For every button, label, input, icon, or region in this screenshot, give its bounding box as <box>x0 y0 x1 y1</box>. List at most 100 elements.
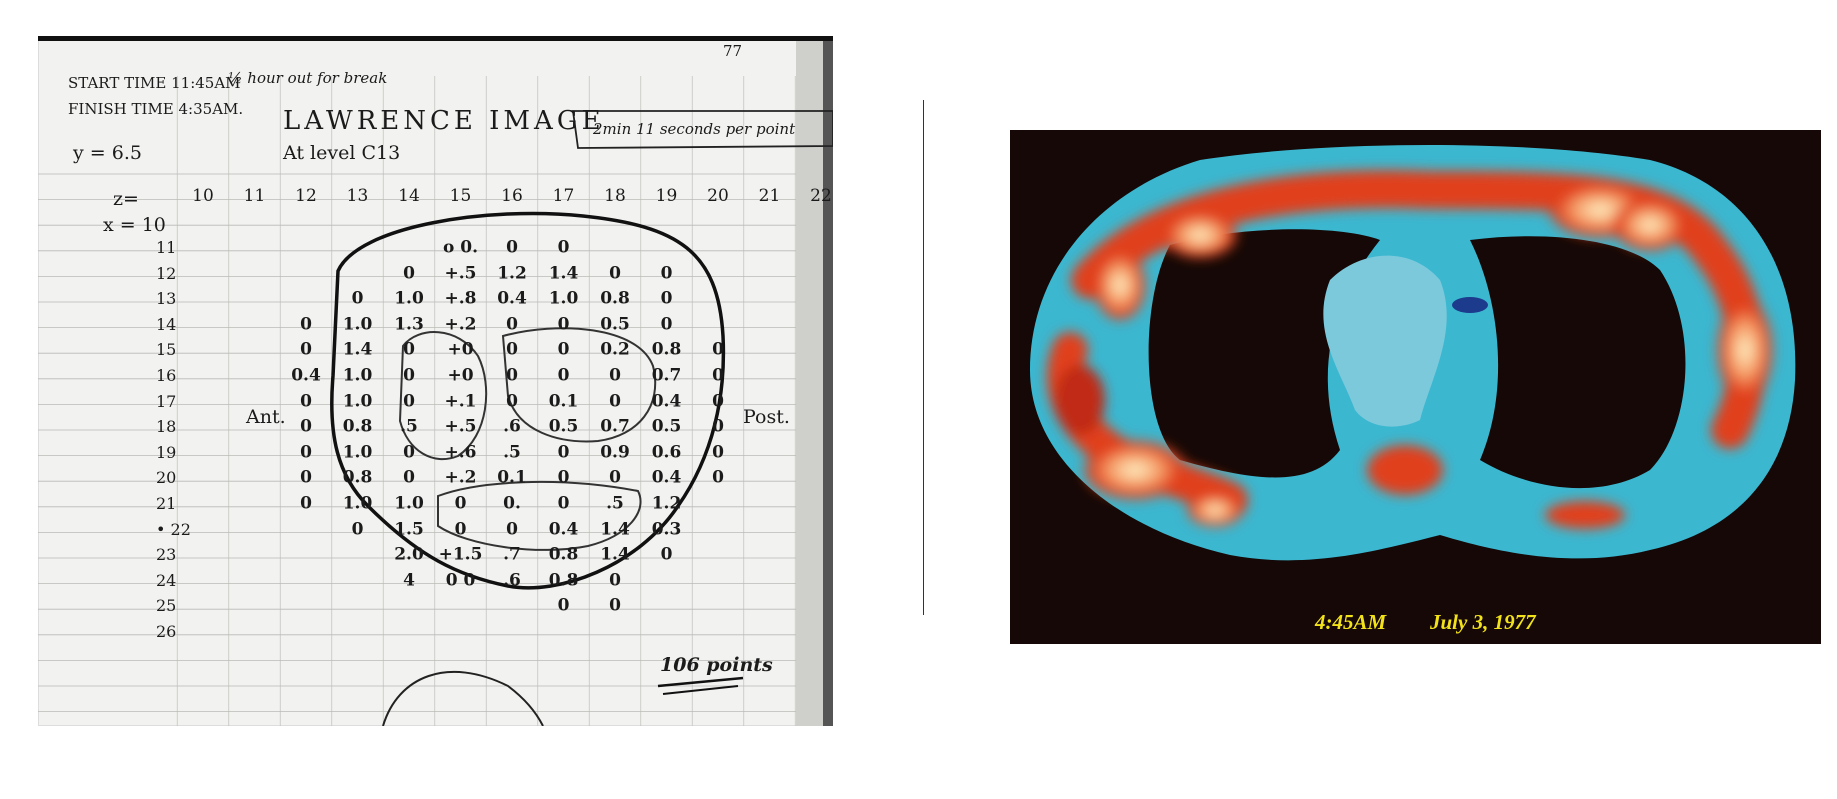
data-cell: 0 <box>609 368 621 385</box>
points-total: 106 points <box>660 656 773 675</box>
data-cell: 0 <box>609 598 621 615</box>
data-cell: 0 <box>352 291 364 308</box>
data-cell: +.6 <box>445 444 477 461</box>
row-label: 16 <box>156 368 176 384</box>
data-cell: 0 <box>609 265 621 282</box>
column-label: 10 <box>192 188 214 205</box>
data-cell: 0. <box>503 496 521 513</box>
data-cell: 0 <box>712 368 724 385</box>
data-cell: 0.8 <box>600 291 630 308</box>
data-cell: 0 <box>403 265 415 282</box>
data-cell: 0.8 <box>343 470 373 487</box>
data-cell: 1.0 <box>343 393 373 410</box>
data-cell: 0.7 <box>652 368 682 385</box>
row-label: 26 <box>156 624 176 640</box>
column-label: 17 <box>553 188 575 205</box>
column-label: 18 <box>604 188 626 205</box>
underline-2 <box>663 686 738 694</box>
data-cell: 1.4 <box>600 547 630 564</box>
data-cell: 0 <box>609 393 621 410</box>
data-cell: 0.4 <box>549 521 579 538</box>
notebook-title: LAWRENCE IMAGE <box>283 108 605 134</box>
data-cell: 0 <box>506 368 518 385</box>
data-cell: +0 <box>447 368 473 385</box>
data-cell: 0 <box>506 240 518 257</box>
inner-contour-b <box>503 328 655 441</box>
data-cell: 0 <box>609 572 621 589</box>
data-cell: 1.2 <box>652 496 682 513</box>
data-cell: 0 <box>712 342 724 359</box>
data-cell: 0 <box>300 470 312 487</box>
data-cell: 1.2 <box>497 265 527 282</box>
data-cell: .6 <box>503 572 521 589</box>
data-cell: 1.0 <box>343 316 373 333</box>
z-label: z= <box>113 190 139 209</box>
data-cell: 0 <box>403 393 415 410</box>
data-cell: 0.8 <box>549 572 579 589</box>
data-cell: 0 0 <box>446 572 476 589</box>
data-cell: 0 <box>300 342 312 359</box>
data-cell: 0 <box>661 547 673 564</box>
data-cell: 0.1 <box>497 470 527 487</box>
row-label: 12 <box>156 266 176 282</box>
data-cell: 0 <box>300 496 312 513</box>
lung-right <box>1470 236 1685 488</box>
data-cell: 1.4 <box>600 521 630 538</box>
scan-date: July 3, 1977 <box>1430 610 1536 635</box>
column-label: 13 <box>347 188 369 205</box>
data-cell: 0.1 <box>549 393 579 410</box>
bottom-arc <box>383 672 543 726</box>
row-label: 25 <box>156 598 176 614</box>
data-cell: 0.5 <box>549 419 579 436</box>
data-cell: 0.3 <box>652 521 682 538</box>
data-cell: 0.7 <box>600 419 630 436</box>
data-cell: 0.8 <box>343 419 373 436</box>
data-cell: .5 <box>606 496 624 513</box>
data-cell: 0 <box>455 521 467 538</box>
data-cell: 0.5 <box>600 316 630 333</box>
scan-graphic <box>1010 130 1821 644</box>
data-cell: 0.4 <box>652 393 682 410</box>
data-cell: 1.0 <box>394 291 424 308</box>
column-label: 19 <box>656 188 678 205</box>
data-cell: o 0. <box>443 240 478 257</box>
row-label: 24 <box>156 573 176 589</box>
data-cell: 0 <box>403 444 415 461</box>
data-cell: 0 <box>300 444 312 461</box>
column-label: 20 <box>707 188 729 205</box>
data-cell: 1.0 <box>343 496 373 513</box>
row-label: 21 <box>156 496 176 512</box>
data-cell: 0.8 <box>549 547 579 564</box>
data-cell: 1.4 <box>549 265 579 282</box>
row-label: 13 <box>156 291 176 307</box>
data-cell: 0 <box>403 470 415 487</box>
data-cell: 0 <box>712 444 724 461</box>
data-cell: .5 <box>503 444 521 461</box>
data-cell: 0 <box>300 393 312 410</box>
data-cell: +.8 <box>445 291 477 308</box>
data-cell: 0 <box>712 393 724 410</box>
timing-note: 2min 11 seconds per point <box>593 122 795 137</box>
data-cell: 0 <box>300 316 312 333</box>
column-label: 12 <box>295 188 317 205</box>
scan-image: 4:45AM July 3, 1977 <box>1010 130 1821 644</box>
column-label: 11 <box>244 188 266 205</box>
row-label: 20 <box>156 470 176 486</box>
data-cell: 0 <box>506 316 518 333</box>
data-cell: 0 <box>558 342 570 359</box>
data-cell: +.5 <box>445 419 477 436</box>
data-cell: 0 <box>558 598 570 615</box>
data-cell: 0 <box>506 342 518 359</box>
row-label: 23 <box>156 547 176 563</box>
column-label: 15 <box>450 188 472 205</box>
row-label: 14 <box>156 317 176 333</box>
data-cell: 0 <box>558 316 570 333</box>
data-cell: 0 <box>506 393 518 410</box>
data-cell: 0 <box>712 470 724 487</box>
data-cell: 0.5 <box>652 419 682 436</box>
data-cell: 0 <box>661 291 673 308</box>
data-cell: 0 <box>558 496 570 513</box>
x-label: x = 10 <box>103 216 166 235</box>
data-cell: 0 <box>352 521 364 538</box>
data-cell: +1.5 <box>439 547 483 564</box>
